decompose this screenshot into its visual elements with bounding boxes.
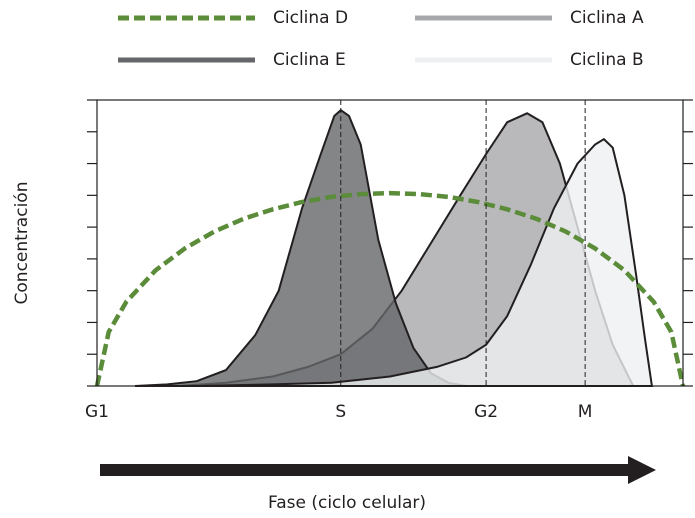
x-axis-label: Fase (ciclo celular): [268, 493, 426, 513]
x-tick-label: G2: [474, 402, 498, 422]
legend-label: Ciclina D: [273, 8, 348, 28]
x-tick-label: M: [578, 402, 593, 422]
x-tick-label: S: [335, 402, 346, 422]
series-line: [94, 190, 686, 387]
legend-label: Ciclina E: [273, 50, 346, 70]
plot-frame: [96, 99, 684, 387]
x-tick-label: G1: [85, 402, 109, 422]
legend-label: Ciclina B: [570, 50, 644, 70]
y-axis-label: Concentración: [12, 182, 32, 305]
legend-label: Ciclina A: [570, 8, 644, 28]
phase-arrow: [100, 456, 656, 484]
series-area: [196, 137, 654, 387]
